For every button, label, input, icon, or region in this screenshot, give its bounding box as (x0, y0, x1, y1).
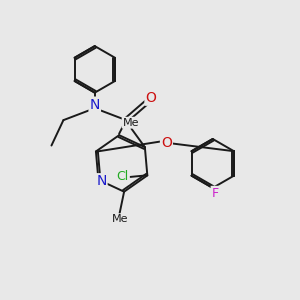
Text: N: N (96, 174, 106, 188)
Text: N: N (90, 98, 100, 112)
Text: Me: Me (111, 214, 128, 224)
Text: O: O (146, 91, 156, 105)
Text: Cl: Cl (116, 170, 129, 183)
Text: Me: Me (123, 118, 139, 128)
Text: O: O (161, 136, 172, 149)
Text: F: F (212, 187, 219, 200)
